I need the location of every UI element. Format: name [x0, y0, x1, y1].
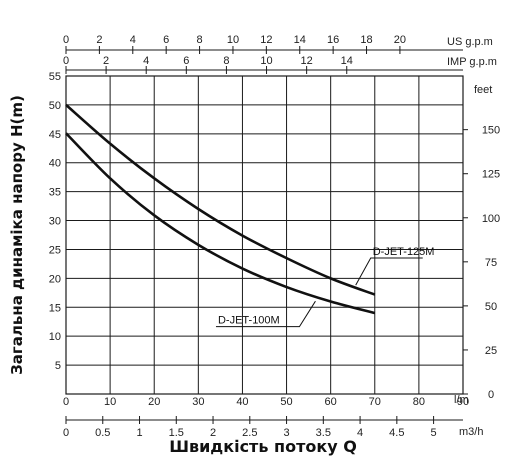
- feet-unit-label: feet: [474, 84, 492, 96]
- series-labels: D-JET-125M D-JET-100M: [215, 246, 435, 328]
- m3h-tick-label: 1.5: [169, 427, 184, 439]
- m3h-tick-label: 4: [357, 427, 363, 439]
- imp-gpm-tick-label: 14: [341, 55, 353, 67]
- m3h-tick-label: 1: [136, 427, 142, 439]
- us-gpm-unit-label: US g.p.m: [447, 36, 493, 48]
- imp-gpm-unit-label: IMP g.p.m: [447, 56, 497, 68]
- us-gpm-tick-label: 20: [394, 34, 406, 46]
- m3h-tick-label: 2.5: [242, 427, 257, 439]
- y-tick-label: 15: [49, 302, 61, 314]
- feet-tick-label: 150: [482, 125, 500, 137]
- feet-tick-label: 125: [482, 169, 500, 181]
- feet-tick-label: 100: [482, 213, 500, 225]
- m3h-tick-label: 3.5: [316, 427, 331, 439]
- axis-units: US g.p.m IMP g.p.m feet l/m m3/h: [447, 36, 497, 438]
- x-tick-label: 60: [325, 396, 337, 408]
- x-tick-label: 0: [63, 396, 69, 408]
- y-tick-label: 10: [49, 331, 61, 343]
- imp-gpm-tick-label: 4: [143, 55, 149, 67]
- y-tick-label: 20: [49, 273, 61, 285]
- y-tick-label: 45: [49, 129, 61, 141]
- x-tick-label: 40: [236, 396, 248, 408]
- feet-tick-label: 0: [488, 389, 494, 401]
- imp-gpm-tick-label: 10: [260, 55, 272, 67]
- m3h-tick-label: 3: [283, 427, 289, 439]
- lpm-unit-label: l/m: [454, 394, 469, 406]
- us-gpm-tick-label: 2: [96, 34, 102, 46]
- y-axis-title: Загальна динаміка напору H(m): [8, 95, 26, 375]
- y-tick-label: 5: [55, 360, 61, 372]
- y-tick-label: 50: [49, 100, 61, 112]
- imp-gpm-tick-label: 12: [301, 55, 313, 67]
- us-gpm-tick-label: 18: [360, 34, 372, 46]
- m3h-tick-label: 0: [63, 427, 69, 439]
- us-gpm-tick-label: 6: [163, 34, 169, 46]
- m3h-tick-label: 5: [431, 427, 437, 439]
- x-tick-label: 10: [104, 396, 116, 408]
- curve-d-jet-125m: [65, 103, 376, 296]
- feet-tick-label: 75: [485, 257, 497, 269]
- us-gpm-tick-label: 10: [227, 34, 239, 46]
- tick-labels: 0 10 20 30 40 50 60 70 80 90510152025303540455055…: [49, 34, 500, 439]
- m3h-tick-label: 2: [210, 427, 216, 439]
- feet-tick-label: 50: [485, 301, 497, 313]
- imp-gpm-tick-label: 0: [63, 55, 69, 67]
- feet-tick-label: 25: [485, 345, 497, 357]
- m3h-unit-label: m3/h: [459, 426, 483, 438]
- callout-leader: [215, 300, 316, 328]
- us-gpm-tick-label: 4: [130, 34, 136, 46]
- y-tick-label: 35: [49, 187, 61, 199]
- x-axis-title: Швидкість потоку Q: [169, 437, 357, 456]
- m3h-tick-label: 0.5: [95, 427, 110, 439]
- x-tick-label: 70: [369, 396, 381, 408]
- series-curves: [65, 103, 376, 315]
- series-label-d-jet-100m: D-JET-100M: [218, 315, 280, 327]
- curve-d-jet-100m: [65, 132, 376, 315]
- us-gpm-tick-label: 12: [260, 34, 272, 46]
- x-tick-label: 90: [457, 396, 469, 408]
- callout-leader: [355, 257, 423, 286]
- imp-gpm-tick-label: 2: [103, 55, 109, 67]
- x-tick-label: 30: [192, 396, 204, 408]
- imp-gpm-tick-label: 6: [183, 55, 189, 67]
- us-gpm-tick-label: 0: [63, 34, 69, 46]
- y-tick-label: 55: [49, 71, 61, 83]
- x-tick-label: 50: [280, 396, 292, 408]
- y-tick-label: 30: [49, 216, 61, 228]
- us-gpm-tick-label: 14: [294, 34, 306, 46]
- chart-grid: [65, 46, 468, 424]
- series-label-d-jet-125m: D-JET-125M: [373, 246, 435, 258]
- us-gpm-tick-label: 8: [197, 34, 203, 46]
- plot-frame: [65, 75, 464, 395]
- x-tick-label: 20: [148, 396, 160, 408]
- x-tick-label: 80: [413, 396, 425, 408]
- imp-gpm-tick-label: 8: [223, 55, 229, 67]
- us-gpm-tick-label: 16: [327, 34, 339, 46]
- m3h-tick-label: 4.5: [389, 427, 404, 439]
- y-tick-label: 40: [49, 158, 61, 170]
- y-tick-label: 25: [49, 244, 61, 256]
